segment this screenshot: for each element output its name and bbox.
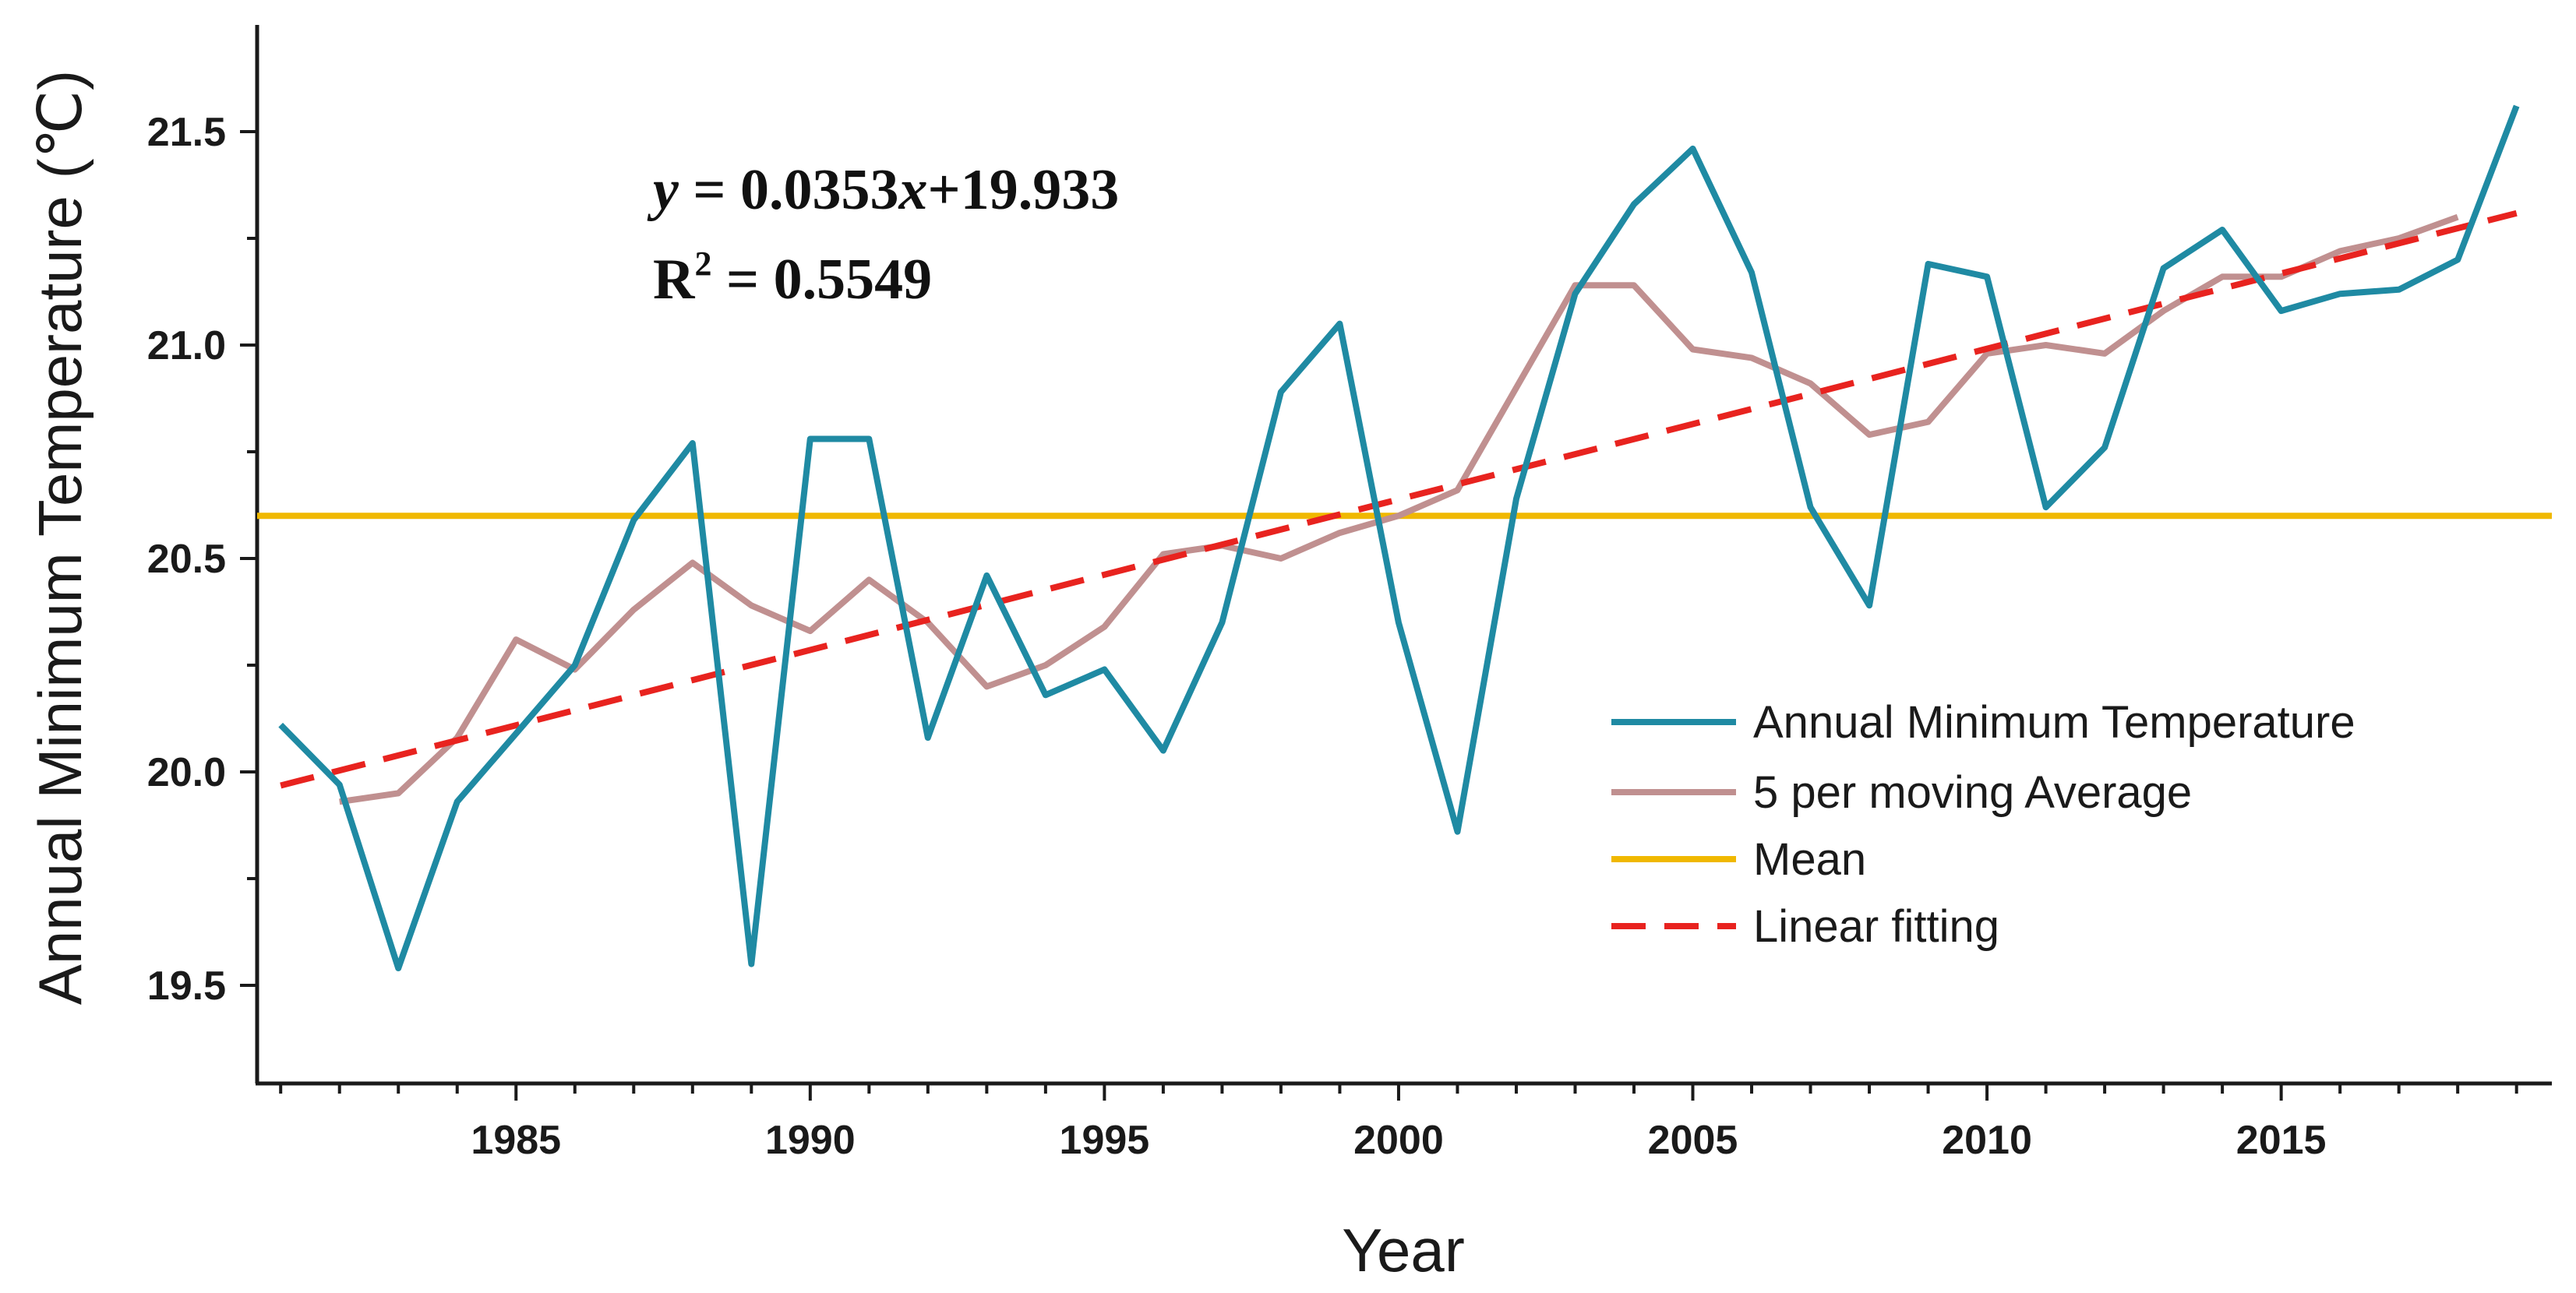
legend-label-linear-fit: Linear fitting (1753, 901, 1999, 952)
r-squared-value: = 0.5549 (711, 248, 932, 312)
equation-x-symbol: x (898, 158, 928, 222)
equation-intercept: +19.933 (928, 158, 1120, 222)
x-tick-label: 1995 (1060, 1118, 1150, 1163)
r-squared-label: R (653, 248, 696, 312)
legend-label-annual: Annual Minimum Temperature (1753, 697, 2355, 748)
series-layer (257, 104, 2552, 971)
annual-min-temp-line (278, 104, 2520, 971)
y-tick-label: 19.5 (147, 964, 226, 1009)
r-squared: R2 = 0.5549 (653, 245, 932, 312)
y-axis-title: Annual Minimum Temperature (℃) (26, 70, 94, 1005)
x-tick-label: 2010 (1942, 1118, 2032, 1163)
x-tick-label: 2015 (2236, 1118, 2327, 1163)
legend-label-moving-average: 5 per moving Average (1753, 767, 2192, 818)
y-ticks: 19.5 20.0 20.5 21.0 21.5 (147, 110, 257, 1009)
y-tick-label: 21.5 (147, 110, 226, 155)
linear-fit-line (280, 210, 2518, 789)
x-tick-label: 2005 (1648, 1118, 1738, 1163)
y-tick-label: 21.0 (147, 323, 226, 368)
r-squared-superscript: 2 (694, 245, 711, 283)
x-tick-label: 2000 (1353, 1118, 1444, 1163)
equation-y-symbol: y (647, 158, 679, 222)
x-ticks: 1985 1990 1995 2000 2005 2010 2015 (279, 1083, 2518, 1163)
y-tick-label: 20.0 (147, 750, 226, 795)
x-tick-label: 1990 (765, 1118, 856, 1163)
equation-slope: = 0.0353 (679, 158, 899, 222)
regression-equation: y = 0.0353x+19.933 (647, 158, 1119, 222)
moving-average-line (339, 213, 2459, 805)
x-tick-label: 1985 (471, 1118, 561, 1163)
x-axis-title: Year (1342, 1216, 1465, 1284)
legend: Annual Minimum Temperature 5 per moving … (1611, 697, 2355, 952)
legend-label-mean: Mean (1753, 834, 1866, 885)
y-tick-label: 20.5 (147, 537, 226, 582)
